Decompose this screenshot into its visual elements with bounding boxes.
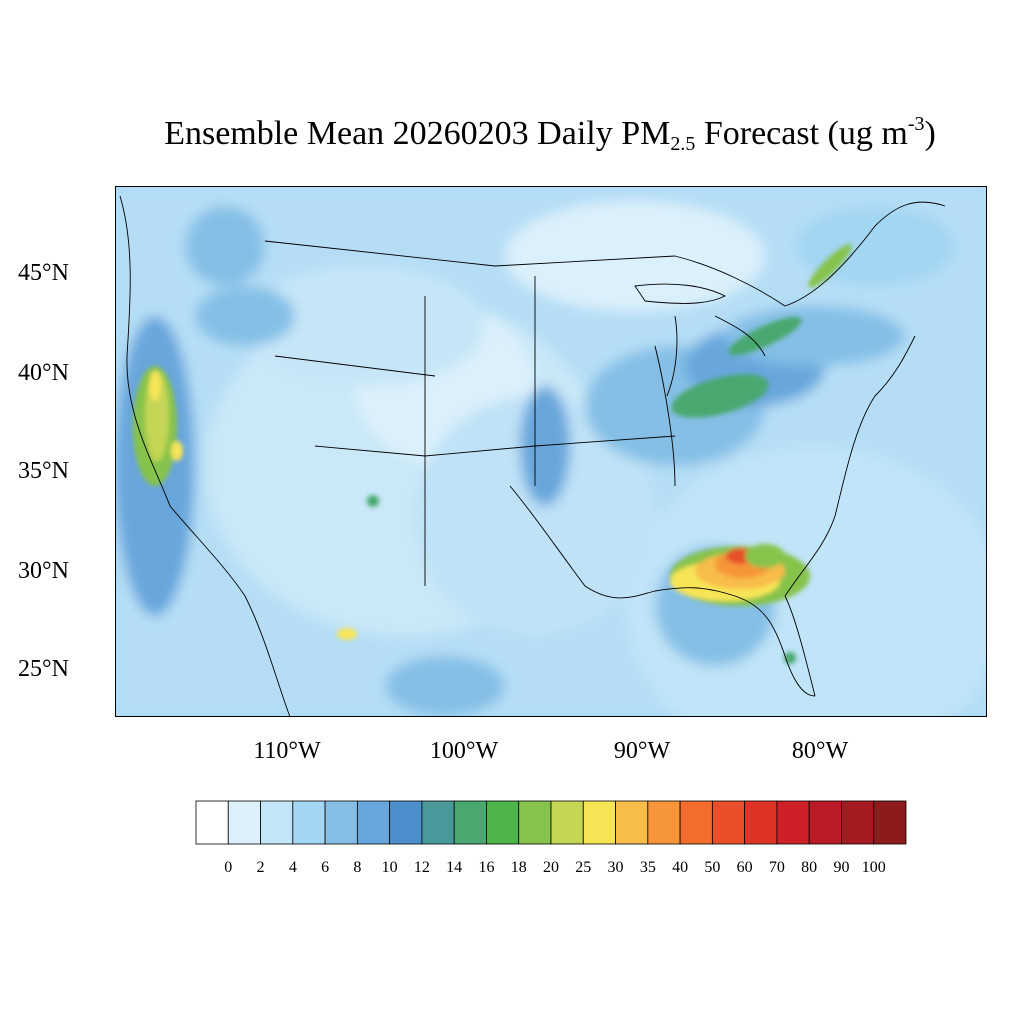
colorbar-swatch — [453, 800, 487, 845]
colorbar-label: 2 — [257, 859, 265, 876]
colorbar-swatch — [873, 800, 907, 845]
colorbar-swatch — [486, 800, 520, 845]
colorbar-swatch — [421, 800, 455, 845]
lat-label-45n: 45°N — [18, 260, 69, 286]
colorbar-label: 20 — [543, 859, 559, 876]
colorbar-swatch — [195, 800, 229, 845]
map-title: Ensemble Mean 20260203 Daily PM2.5 Forec… — [164, 113, 936, 155]
colorbar-label: 30 — [608, 859, 624, 876]
colorbar-label: 4 — [289, 859, 297, 876]
colorbar-label: 0 — [224, 859, 232, 876]
colorbar-swatch — [550, 800, 584, 845]
lat-label-40n: 40°N — [18, 360, 69, 386]
lat-label-30n: 30°N — [18, 558, 69, 584]
lat-label-35n: 35°N — [18, 458, 69, 484]
colorbar-label: 12 — [414, 859, 430, 876]
colorbar-swatch — [389, 800, 423, 845]
colorbar-swatch — [615, 800, 649, 845]
lon-label-90w: 90°W — [613, 738, 671, 764]
colorbar-label: 80 — [801, 859, 817, 876]
colorbar-swatch — [711, 800, 746, 845]
hotspots — [133, 244, 852, 664]
colorbar-swatch — [292, 800, 326, 845]
lat-label-25n: 25°N — [18, 656, 69, 682]
colorbar-swatch — [808, 800, 842, 845]
great-lakes — [634, 283, 766, 397]
colorbar-label: 35 — [640, 859, 656, 876]
concentration-field — [115, 186, 987, 717]
colorbar-swatch — [744, 800, 778, 845]
colorbar-label: 25 — [575, 859, 591, 876]
colorbar-label: 70 — [769, 859, 785, 876]
colorbar-label: 16 — [478, 859, 494, 876]
boundaries — [119, 195, 946, 717]
colorbar-swatch — [841, 800, 875, 845]
colorbar-label: 60 — [737, 859, 753, 876]
colorbar-label: 18 — [511, 859, 527, 876]
colorbar-swatch — [324, 800, 358, 845]
lon-label-110w: 110°W — [253, 738, 321, 764]
colorbar-swatch — [776, 800, 810, 845]
colorbar-swatch — [356, 800, 391, 845]
colorbar-swatch — [260, 800, 294, 845]
colorbar-label: 100 — [862, 859, 886, 876]
colorbar-swatch — [647, 800, 681, 845]
colorbar-label: 40 — [672, 859, 688, 876]
lon-label-100w: 100°W — [429, 738, 499, 764]
colorbar-swatch — [518, 800, 552, 845]
colorbar-swatch — [679, 800, 713, 845]
colorbar-label: 14 — [446, 859, 462, 876]
colorbar-swatch — [582, 800, 616, 845]
colorbar-label: 90 — [833, 859, 849, 876]
lon-label-80w: 80°W — [791, 738, 849, 764]
colorbar-label: 50 — [704, 859, 720, 876]
colorbar-label: 8 — [353, 859, 361, 876]
colorbar-label: 6 — [321, 859, 329, 876]
pm25-map — [115, 186, 987, 717]
colorbar-swatch — [227, 800, 261, 845]
colorbar-label: 10 — [382, 859, 398, 876]
